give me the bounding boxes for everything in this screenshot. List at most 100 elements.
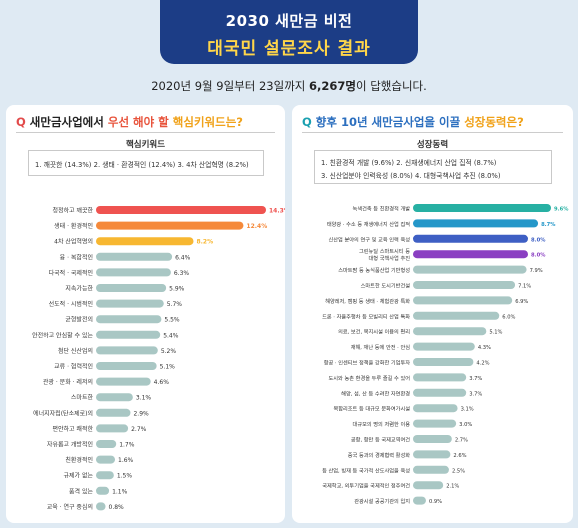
growth-title-divider [302,132,563,133]
growth-bar [413,234,528,243]
keyword-bar-chart: 청정하고 깨끗한 14.3% 생태 · 환경적인 12.4% 4차 산업혁명의 8.2% 융… [32,206,285,511]
growth-category-label-line: 태양광 · 수소 등 재생에너지 산업 집적 [327,220,410,228]
keyword-value-label: 8.2% [196,239,213,246]
growth-bar [413,327,487,336]
keyword-summary-row: 1. 깨끗한 (14.3%) 2. 생태 · 환경적인 (12.4%) 3. 4… [35,161,249,169]
keyword-bar [96,284,167,292]
keyword-category-label: 관광 · 문화 · 레저의 [43,378,93,386]
keyword-value-label: 0.8% [109,504,125,511]
header-title-line2: 대국민 설문조사 결과 [207,39,371,59]
growth-value-label: 7.9% [530,268,543,274]
keyword-category-label: 청정하고 깨끗한 [52,207,93,215]
growth-category-label: 복합리조트 등 대규모 문화여가시설 [333,405,410,413]
growth-bar-chart: 녹색건축 등 친환경적 개발 9.6% 태양광 · 수소 등 재생에너지 산업 집적… [322,204,569,505]
growth-category-label-line: 항공 · 인센티브 정책을 강화한 기업투자 [324,359,410,367]
keyword-value-label: 3.1% [136,395,152,402]
growth-category-label-line: 그린뉴딜 스마트시티 등 [359,247,410,255]
growth-category-label-line: 녹색건축 등 친환경적 개발 [353,205,411,213]
growth-category-label-line: 대형 국책사업 추진 [369,254,411,262]
growth-category-label: 스마트팜 등 농식품산업 기반형성 [338,266,410,274]
keyword-value-label: 1.7% [119,442,135,449]
survey-summary: 2020년 9월 9일부터 23일까지 6,267명이 답했습니다. [0,78,578,94]
keyword-bar [96,393,133,402]
keyword-panel: Q 새만금사업에서 우선 해야 할 핵심키워드는? 핵심키워드 1. 깨끗한 (1… [6,105,285,523]
growth-box-title: 성장동력 [416,140,449,150]
growth-category-label: 태양광 · 수소 등 재생에너지 산업 집적 [327,220,410,228]
growth-category-label: 의료, 보건, 복지시설 이용의 편리 [338,328,410,336]
keyword-value-label: 5.1% [160,364,176,371]
growth-category-label: 녹색건축 등 친환경적 개발 [353,205,411,213]
keyword-value-label: 6.4% [175,254,191,261]
growth-category-label-line: 해양레저, 캠핑 등 생태 · 체험관광 특화 [325,297,410,305]
keyword-category-label-line: 4차 산업혁명의 [54,238,93,246]
growth-bar [413,419,457,428]
growth-bar [413,296,513,305]
keyword-value-label: 6.3% [174,270,190,277]
growth-category-label-line: 신산업 분야의 연구 및 교육 인력 육성 [329,235,411,243]
survey-summary-prefix: 2020년 9월 9일부터 23일까지 [151,79,310,93]
growth-category-label-line: 공항, 항만 등 국제교역여건 [351,436,410,444]
growth-value-label: 3.7% [469,391,482,397]
search-icon: Q [16,115,26,129]
search-icon: Q [302,115,312,129]
keyword-category-label-line: 지속가능한 [65,285,93,293]
keyword-category-label: 자유롭고 개방적인 [47,441,93,449]
header-banner: 2030 새만금 비전 대국민 설문조사 결과 [160,0,418,64]
keyword-value-label: 14.3% [269,208,285,215]
keyword-title-highlight2: 핵심키워드는? [172,115,243,129]
keyword-category-label-line: 융 · 복합적인 [60,253,93,261]
keyword-category-label-line: 친환경적인 [65,456,93,464]
survey-summary-suffix: 이 답했습니다. [355,79,427,93]
growth-category-label-line: 복합리조트 등 대규모 문화여가시설 [333,405,410,413]
keyword-bar [96,206,266,214]
keyword-bar [96,237,194,246]
growth-value-label: 3.0% [459,422,472,428]
keyword-bar [96,315,162,324]
keyword-category-label: 첨단 신산업의 [58,347,93,355]
keyword-category-label-line: 생태 · 환경적인 [54,222,93,230]
growth-bar [413,265,527,274]
growth-value-label: 6.0% [502,314,515,320]
growth-value-label: 6.9% [515,299,528,305]
growth-category-label-line: 스마트한 도시기반건설 [361,282,411,290]
keyword-value-label: 4.6% [154,379,170,386]
keyword-value-label: 5.5% [164,317,180,324]
keyword-category-label-line: 첨단 신산업의 [58,347,93,355]
keyword-category-label-line: 자유롭고 개방적인 [47,441,93,449]
growth-value-label: 5.1% [489,330,502,336]
growth-bar [413,388,467,397]
growth-category-label-line: 관광시설 공공기관의 입지 [354,497,410,505]
growth-bar [413,450,451,459]
keyword-category-label: 에너지자립(탄소제로)의 [33,409,93,417]
growth-value-label: 8.0% [531,237,546,243]
growth-category-label-line: 등 산업, 빙재 등 국가적 산도사업을 육성 [322,466,410,474]
growth-bar [413,311,500,320]
growth-category-label-line: 드론 · 자율주행차 등 모빌리티 산업 특화 [322,312,410,320]
keyword-title-pre: 새만금사업에서 [29,115,108,129]
growth-title-pre: 향후 10년 새만금사업을 이끌 [315,115,465,129]
growth-value-label: 7.1% [518,284,531,290]
keyword-category-label-line: 품격 있는 [69,487,93,495]
keyword-category-label: 다국적 · 국제적인 [49,269,93,277]
keyword-bar [96,455,116,464]
keyword-category-label: 균형발전의 [65,316,93,324]
growth-value-label: 3.7% [469,376,482,382]
growth-bar [413,465,449,474]
growth-category-label: 공항, 항만 등 국제교역여건 [351,436,410,444]
keyword-category-label: 스마트한 [71,394,94,402]
keyword-category-label-line: 스마트한 [71,394,94,402]
keyword-bar [96,424,129,433]
growth-value-label: 4.3% [478,345,491,351]
keyword-category-label-line: 에너지자립(탄소제로)의 [33,409,93,417]
keyword-value-label: 5.4% [163,332,179,339]
keyword-bar [96,221,244,230]
keyword-bar [96,377,151,386]
growth-category-label: 그린뉴딜 스마트시티 등 대형 국책사업 추진 [359,247,410,262]
keyword-value-label: 5.7% [167,301,183,308]
keyword-category-label-line: 교류 · 협력적인 [54,363,93,371]
growth-bar [413,496,426,505]
keyword-bar [96,299,164,308]
growth-category-label: 국제학교, 외투기업을 국제적인 정주여건 [322,482,410,490]
keyword-category-label-line: 선도적 · 시범적인 [49,300,93,308]
growth-value-label: 2.1% [446,484,459,490]
